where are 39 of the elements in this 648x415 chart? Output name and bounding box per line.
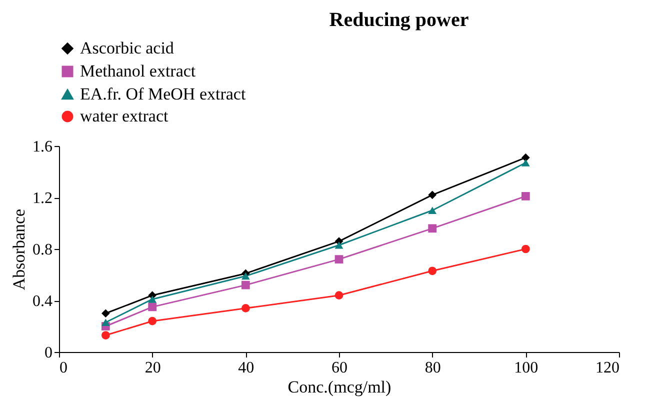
point — [148, 302, 157, 312]
point — [101, 309, 110, 318]
legend-label: Methanol extract — [80, 62, 196, 80]
y-tick-label: 1.6 — [32, 138, 52, 156]
point — [148, 316, 157, 326]
point — [428, 224, 437, 233]
y-tick-label: 0 — [44, 344, 52, 362]
x-tick-label: 0 — [60, 360, 68, 376]
point — [521, 153, 530, 162]
legend-label: EA.fr. Of MeOH extract — [80, 84, 246, 104]
x-tick-label: 100 — [514, 360, 538, 376]
point — [428, 266, 437, 276]
y-tick-label: 1.2 — [32, 190, 52, 207]
legend-label: water extract — [80, 106, 169, 126]
point — [241, 304, 250, 312]
point — [148, 296, 157, 303]
point — [101, 318, 110, 326]
point — [428, 206, 437, 214]
x-axis-title: Conc.(mcg/ml) — [288, 378, 392, 396]
point — [101, 331, 110, 340]
point — [241, 280, 250, 290]
point — [334, 291, 344, 300]
legend-label: Ascorbic acid — [80, 38, 174, 58]
point — [521, 192, 530, 200]
x-tick-label: 120 — [596, 360, 620, 376]
chart-title: Reducing power — [329, 9, 469, 31]
x-tick-label: 60 — [332, 360, 348, 376]
point — [334, 255, 344, 264]
x-tick-label: 20 — [144, 360, 161, 376]
point — [521, 244, 530, 254]
point — [428, 190, 437, 200]
point — [521, 159, 530, 166]
y-tick-label: 0.8 — [32, 242, 52, 258]
y-tick-label: 0.4 — [32, 293, 52, 310]
x-tick-label: 80 — [424, 360, 441, 376]
x-tick-label: 40 — [238, 360, 254, 376]
y-axis-title: Absorbance — [10, 208, 28, 290]
point — [334, 242, 344, 249]
point — [241, 272, 250, 280]
